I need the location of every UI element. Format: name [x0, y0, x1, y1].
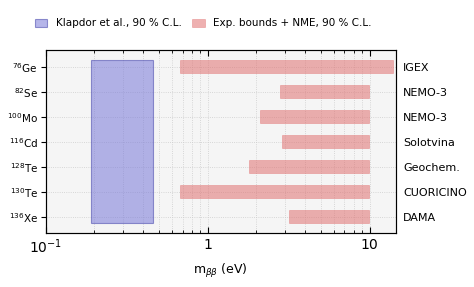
Bar: [280, 85, 369, 98]
Bar: [181, 185, 369, 198]
Bar: [283, 135, 369, 148]
Bar: [249, 160, 369, 173]
Bar: [181, 60, 393, 73]
X-axis label: m$_{\beta\beta}$ (eV): m$_{\beta\beta}$ (eV): [193, 262, 248, 280]
Bar: [260, 110, 369, 123]
Legend: Klapdor et al., 90 % C.L., Exp. bounds + NME, 90 % C.L.: Klapdor et al., 90 % C.L., Exp. bounds +…: [32, 15, 374, 32]
Bar: [290, 210, 369, 223]
Bar: [91, 60, 153, 223]
